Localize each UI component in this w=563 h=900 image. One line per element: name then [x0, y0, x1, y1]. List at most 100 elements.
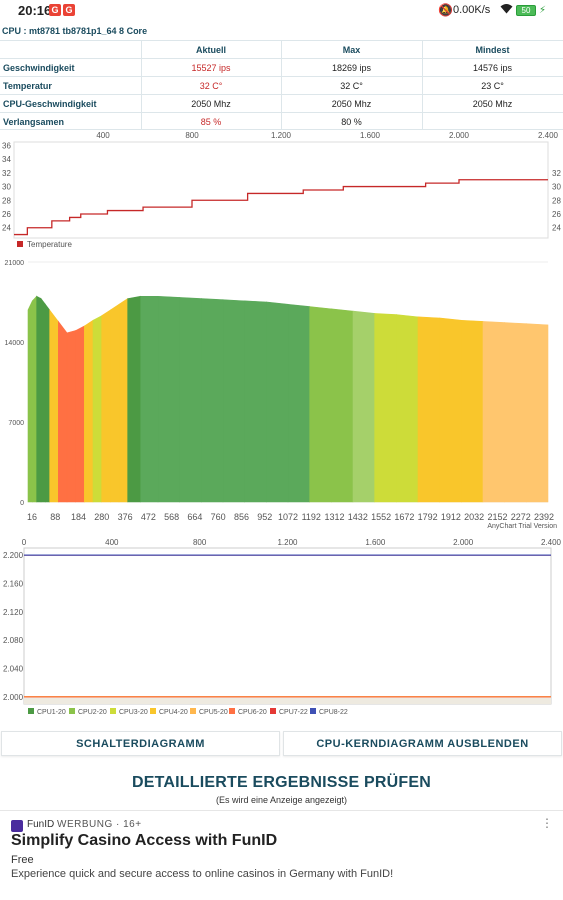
speed-current: 15527 ips: [191, 63, 231, 73]
column-header-current: Aktuell: [195, 45, 226, 55]
legend-swatch: [270, 708, 276, 714]
speed-area-segment: [439, 317, 462, 503]
speed-area-segment: [36, 295, 42, 503]
x-tick-label: 568: [164, 512, 179, 522]
x-tick-label: 856: [234, 512, 249, 522]
x-tick-label: 400: [105, 538, 119, 547]
switch-chart-button[interactable]: SCHALTERDIAGRAMM: [1, 731, 280, 756]
legend-swatch: [190, 708, 196, 714]
charging-icon: ⚡: [539, 5, 547, 16]
funid-logo-icon: [11, 820, 23, 832]
ad-brand-line: FunID WERBUNG · 16+: [27, 819, 142, 830]
speed-area-segment: [244, 300, 267, 503]
stats-table: Aktuell Max Mindest Geschwindigkeit 1552…: [0, 40, 563, 130]
throttle-min: [422, 113, 563, 131]
hide-core-chart-button[interactable]: CPU-KERNDIAGRAMM AUSBLENDEN: [283, 731, 562, 756]
speed-max: 18269 ips: [331, 63, 372, 73]
speed-area-segment: [40, 297, 46, 503]
x-tick-label: 1792: [418, 512, 438, 522]
x-tick-label: 16: [27, 512, 37, 522]
speed-area-segment: [461, 319, 484, 503]
speed-area-segment: [118, 298, 128, 503]
throttle-current: 85 %: [200, 117, 222, 127]
speed-area-segment: [201, 298, 224, 503]
legend-label: CPU5-20: [199, 709, 228, 716]
speed-area-segment: [58, 320, 68, 503]
temperature-min: 23 C°: [481, 81, 504, 91]
x-tick-label: 1912: [441, 512, 461, 522]
x-tick-label: 0: [22, 538, 27, 547]
cpu-speed-min: 2050 Mhz: [472, 99, 513, 109]
temperature-line: [14, 179, 548, 236]
y-tick-label-right: 32: [552, 169, 561, 178]
speed-min: 14576 ips: [472, 63, 513, 73]
x-tick-label: 400: [96, 131, 110, 140]
speed-area-segment: [526, 323, 549, 503]
speed-area-segment: [309, 306, 332, 503]
cpu-core-chart: 0 400 800 1.200 1.600 2.000 2.400 2.200 2.160 2.1…: [0, 536, 563, 722]
y-tick-label: 2.120: [3, 608, 24, 617]
table-divider: [422, 40, 423, 130]
cpu-core-chart-svg: 0 400 800 1.200 1.600 2.000 2.400 2.200 2.160 2.1…: [3, 538, 562, 716]
y-tick-label-left: 32: [2, 169, 11, 178]
legend-swatch: [17, 241, 23, 247]
y-tick-label-right: 26: [552, 210, 561, 219]
x-tick-label: 1.200: [271, 131, 292, 140]
x-tick-label: 760: [211, 512, 226, 522]
x-tick-label: 664: [187, 512, 202, 522]
plot-area: [23, 547, 552, 705]
column-header-max: Max: [342, 45, 361, 55]
x-tick-label: 2152: [487, 512, 507, 522]
legend-swatch: [229, 708, 235, 714]
speed-area-segment: [45, 303, 50, 503]
google-notification-icon: G: [63, 4, 75, 16]
row-label-cpu-speed: CPU-Geschwindigkeit: [3, 99, 97, 109]
legend-label: CPU7-22: [279, 709, 308, 716]
speed-area-segment: [352, 310, 375, 503]
speed-area-segment: [157, 295, 180, 503]
x-tick-label: 184: [71, 512, 86, 522]
speed-area-segment: [374, 313, 397, 503]
x-tick-label: 2.400: [541, 538, 562, 547]
legend-label: CPU8-22: [319, 709, 348, 716]
check-detailed-results-link[interactable]: DETAILLIERTE ERGEBNISSE PRÜFEN: [131, 774, 432, 791]
ad-banner[interactable]: FunID WERBUNG · 16+ ⋮ Simplify Casino Ac…: [0, 810, 563, 900]
cpu-speed-current: 2050 Mhz: [191, 99, 231, 109]
y-tick-label-left: 34: [2, 155, 11, 164]
status-time: 20:16: [18, 3, 52, 18]
ad-description: Experience quick and secure access to on…: [11, 868, 394, 880]
chart-watermark: AnyChart Trial Version: [487, 523, 557, 530]
legend-swatch: [69, 708, 75, 714]
legend-swatch: [110, 708, 116, 714]
speed-area-segment: [32, 295, 37, 503]
x-tick-label: 1192: [302, 512, 321, 522]
x-tick-label: 2.000: [449, 131, 470, 140]
y-tick-label: 7000: [8, 420, 24, 427]
speed-area-segment: [92, 315, 102, 503]
ad-headline[interactable]: Simplify Casino Access with FunID: [11, 832, 278, 849]
speed-area-segment: [101, 309, 111, 503]
x-tick-label: 2392: [534, 512, 554, 522]
x-tick-label: 1.600: [365, 538, 386, 547]
ad-more-options-icon[interactable]: ⋮: [541, 816, 553, 830]
temperature-chart-svg: 400 800 1.200 1.600 2.000 2.400 36 34 32 30 28 26 24…: [2, 131, 561, 249]
x-tick-label: 1072: [278, 512, 298, 522]
x-tick-label: 2032: [464, 512, 484, 522]
legend-swatch: [150, 708, 156, 714]
speed-area-segment: [49, 309, 59, 503]
cpu-speed-max: 2050 Mhz: [331, 99, 372, 109]
y-tick-label: 2.080: [3, 636, 24, 645]
row-label-speed: Geschwindigkeit: [3, 63, 75, 73]
y-tick-label-left: 36: [2, 141, 11, 150]
legend-label: CPU4-20: [159, 709, 188, 716]
ad-notice: (Es wird eine Anzeige angezeigt): [215, 795, 348, 805]
wifi-icon: [500, 3, 513, 17]
y-tick-label-left: 24: [2, 224, 11, 233]
x-tick-label: 2.000: [453, 538, 474, 547]
speed-area-segment: [84, 319, 94, 503]
speed-area-segment: [222, 299, 245, 503]
speed-area-segment: [66, 330, 76, 503]
legend-label: CPU3-20: [119, 709, 148, 716]
speed-area-segment: [396, 314, 419, 503]
legend-label: CPU6-20: [238, 709, 267, 716]
